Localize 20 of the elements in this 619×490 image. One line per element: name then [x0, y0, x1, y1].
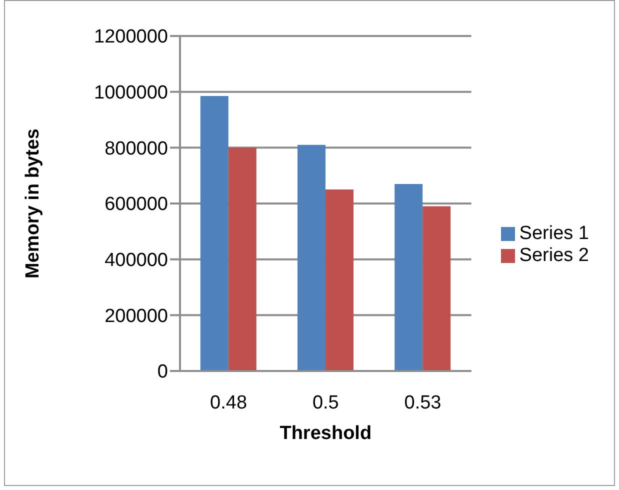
- x-tick-label: 0.48: [210, 392, 248, 414]
- x-tick-label: 0.5: [312, 392, 339, 414]
- legend-label: Series 2: [519, 245, 589, 266]
- bar: [200, 96, 228, 371]
- y-tick-label: 600000: [104, 194, 168, 216]
- bar: [228, 148, 256, 371]
- x-tick-label: 0.53: [404, 392, 442, 414]
- y-axis-title: Memory in bytes: [22, 128, 44, 278]
- x-axis-title: Threshold: [280, 423, 372, 444]
- bar: [325, 190, 354, 371]
- y-tick-label: 0: [157, 362, 168, 383]
- y-tick-label: 800000: [104, 138, 168, 160]
- bar: [394, 184, 423, 371]
- legend-label: Series 1: [519, 223, 589, 244]
- y-tick-label: 1000000: [94, 82, 168, 104]
- bar: [422, 206, 451, 371]
- y-tick-label: 400000: [104, 250, 168, 272]
- y-tick-label: 1200000: [94, 26, 168, 48]
- bar: [297, 144, 326, 371]
- y-tick-label: 200000: [104, 306, 168, 327]
